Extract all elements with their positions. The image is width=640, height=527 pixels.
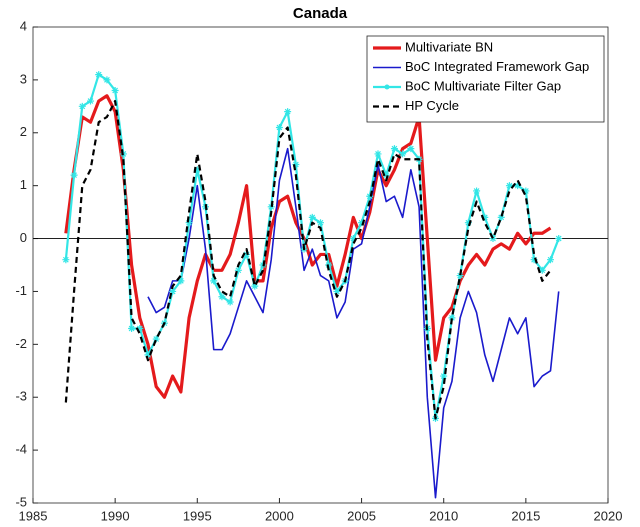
marker bbox=[152, 335, 160, 343]
marker bbox=[251, 282, 259, 290]
marker bbox=[522, 187, 530, 195]
marker bbox=[128, 324, 136, 332]
marker bbox=[374, 150, 382, 158]
marker bbox=[448, 314, 456, 322]
marker bbox=[456, 272, 464, 280]
marker bbox=[538, 266, 546, 274]
series-line bbox=[64, 99, 552, 420]
marker bbox=[514, 182, 522, 190]
marker bbox=[317, 219, 324, 227]
y-tick-label: -4 bbox=[15, 442, 27, 457]
marker bbox=[358, 219, 366, 227]
marker bbox=[234, 266, 242, 274]
y-tick-label: -5 bbox=[15, 494, 27, 509]
y-tick-label: 0 bbox=[20, 230, 27, 245]
y-tick-label: 3 bbox=[20, 71, 27, 86]
marker bbox=[62, 256, 70, 264]
plot-frame bbox=[32, 26, 609, 504]
marker bbox=[440, 372, 448, 380]
marker bbox=[555, 235, 563, 243]
marker bbox=[95, 71, 103, 79]
marker bbox=[407, 145, 415, 153]
legend-label: Multivariate BN bbox=[405, 39, 493, 54]
marker bbox=[547, 256, 554, 264]
marker bbox=[136, 324, 144, 332]
marker bbox=[497, 213, 505, 221]
chart-title: Canada bbox=[293, 5, 348, 22]
legend-label: BoC Integrated Framework Gap bbox=[405, 59, 589, 74]
marker bbox=[481, 213, 489, 221]
legend-label: HP Cycle bbox=[405, 98, 459, 113]
marker bbox=[111, 86, 119, 94]
x-tick-label: 1995 bbox=[183, 508, 212, 523]
marker bbox=[226, 298, 234, 306]
marker bbox=[103, 76, 111, 84]
marker bbox=[530, 256, 538, 264]
marker bbox=[464, 219, 472, 227]
marker bbox=[473, 187, 481, 195]
x-tick-label: 1990 bbox=[101, 508, 130, 523]
marker bbox=[144, 351, 152, 359]
x-tick-label: 2005 bbox=[347, 508, 376, 523]
y-tick-label: 4 bbox=[20, 18, 27, 33]
marker bbox=[275, 123, 283, 131]
marker bbox=[243, 250, 251, 258]
legend-marker bbox=[384, 84, 390, 90]
x-tick-label: 1985 bbox=[19, 508, 48, 523]
marker bbox=[193, 166, 201, 174]
marker bbox=[390, 145, 398, 153]
x-tick-label: 2010 bbox=[429, 508, 458, 523]
marker bbox=[382, 171, 390, 179]
y-tick-label: -2 bbox=[15, 336, 27, 351]
series-line bbox=[64, 94, 552, 399]
x-tick-label: 2020 bbox=[594, 508, 623, 523]
marker bbox=[210, 277, 218, 285]
marker bbox=[349, 235, 357, 243]
legend-label: BoC Multivariate Filter Gap bbox=[405, 78, 561, 93]
legend-box bbox=[366, 35, 605, 123]
marker bbox=[169, 287, 177, 295]
marker bbox=[399, 150, 407, 158]
marker bbox=[489, 235, 497, 243]
marker bbox=[333, 287, 341, 295]
x-tick-label: 2015 bbox=[511, 508, 540, 523]
series-line bbox=[147, 147, 560, 499]
marker bbox=[185, 219, 193, 227]
y-tick-label: -1 bbox=[15, 283, 27, 298]
marker bbox=[218, 293, 226, 301]
y-tick-label: 1 bbox=[20, 177, 27, 192]
y-tick-label: -3 bbox=[15, 389, 27, 404]
marker bbox=[505, 182, 513, 190]
marker bbox=[284, 108, 292, 116]
marker bbox=[70, 171, 78, 179]
marker bbox=[308, 213, 316, 221]
marker bbox=[292, 161, 300, 169]
y-tick-label: 2 bbox=[20, 124, 27, 139]
marker bbox=[87, 97, 94, 105]
marker bbox=[177, 277, 185, 285]
marker bbox=[78, 102, 86, 110]
x-tick-label: 2000 bbox=[265, 508, 294, 523]
